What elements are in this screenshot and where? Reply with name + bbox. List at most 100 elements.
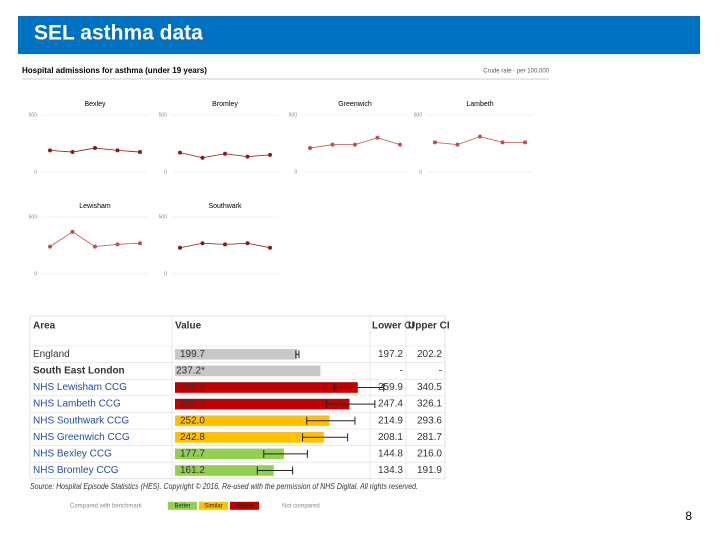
legend-label: Worse [236, 503, 254, 509]
column-header: Upper CI [408, 321, 450, 332]
y-tick-label: 0 [34, 271, 37, 277]
lower-ci: 197.2 [378, 349, 403, 360]
data-point [353, 142, 357, 147]
upper-ci: - [439, 366, 442, 377]
data-point [478, 134, 482, 139]
data-point [138, 241, 142, 246]
legend-swatch [168, 501, 197, 510]
legend-label: Better [174, 503, 190, 509]
legend-label: Similar [204, 503, 222, 509]
panel-chart-title: Bromley [212, 101, 238, 108]
value-label: 252.0 [180, 415, 205, 426]
bar [175, 465, 274, 476]
bar [175, 432, 324, 443]
data-point [138, 150, 142, 155]
y-tick-label: 500 [159, 214, 168, 220]
data-point [70, 229, 75, 234]
data-point [398, 142, 402, 147]
lower-ci: 144.8 [378, 449, 403, 460]
legend-title: Compared with benchmark [70, 503, 143, 509]
data-point [500, 140, 505, 145]
area-name: NHS Southwark CCG [33, 415, 129, 426]
data-point [223, 242, 227, 247]
lower-ci: - [400, 366, 403, 377]
panel-chart-title: Southwark [208, 203, 242, 210]
area-name: NHS Bexley CCG [33, 449, 112, 460]
y-tick-label: 0 [164, 169, 167, 175]
data-point [48, 244, 52, 249]
data-point [200, 155, 205, 160]
area-name: NHS Lewisham CCG [33, 382, 127, 393]
y-tick-label: 500 [289, 112, 298, 118]
y-tick-label: 500 [29, 214, 38, 220]
data-point [223, 151, 227, 156]
bar [175, 349, 298, 360]
value-label: 199.7 [180, 349, 205, 360]
lower-ci: 259.9 [378, 382, 403, 393]
data-point [48, 148, 52, 153]
data-point [245, 154, 250, 159]
title-bar [18, 16, 700, 54]
data-point [330, 142, 335, 147]
upper-ci: 293.6 [417, 415, 442, 426]
y-tick-label: 0 [419, 169, 422, 175]
panel-title: Hospital admissions for asthma (under 19… [22, 66, 207, 75]
lower-ci: 247.4 [378, 399, 403, 410]
data-point [268, 152, 272, 157]
data-point [433, 140, 437, 145]
area-name: NHS Bromley CCG [33, 465, 119, 476]
area-name: England [33, 349, 70, 360]
area-name: NHS Lambeth CCG [33, 399, 121, 410]
area-name: South East London [33, 366, 125, 377]
data-point [70, 150, 75, 155]
data-point [115, 242, 120, 247]
value-label: 161.2 [180, 465, 205, 476]
y-tick-label: 0 [164, 271, 167, 277]
value-label: 298.2 [180, 382, 205, 393]
bar [175, 382, 358, 393]
value-label: 242.8 [180, 432, 205, 443]
data-point [375, 135, 380, 140]
page-number: 8 [685, 509, 692, 523]
slide-title: SEL asthma data [34, 22, 203, 45]
legend-other: Not compared [282, 503, 320, 509]
y-tick-label: 500 [29, 112, 38, 118]
panel-chart-title: Lewisham [79, 203, 111, 210]
y-tick-label: 500 [414, 112, 423, 118]
lower-ci: 208.1 [378, 432, 403, 443]
y-tick-label: 0 [294, 169, 297, 175]
bar [175, 415, 330, 426]
data-line [49, 231, 141, 248]
data-point [93, 146, 97, 151]
y-tick-label: 500 [159, 112, 168, 118]
bar [175, 448, 284, 460]
legend-swatch [199, 501, 228, 510]
source-line: Source: Hospital Episode Statistics (HES… [30, 482, 418, 491]
lower-ci: 134.3 [378, 465, 403, 476]
bar [175, 398, 350, 410]
data-point [178, 150, 182, 155]
bar [175, 365, 321, 377]
lower-ci: 214.9 [378, 415, 403, 426]
area-name: NHS Greenwich CCG [33, 432, 130, 443]
source-note: Source: Hospital Episode Statistics (HES… [30, 482, 418, 491]
upper-ci: 340.5 [417, 382, 442, 393]
data-point [455, 142, 460, 147]
column-header: Area [33, 321, 56, 332]
y-tick-label: 0 [34, 169, 37, 175]
upper-ci: 191.9 [417, 465, 442, 476]
data-point [115, 148, 120, 153]
value-label: 284.7 [180, 399, 205, 410]
upper-ci: 326.1 [417, 399, 442, 410]
data-point [308, 146, 312, 151]
data-point [268, 245, 272, 250]
data-point [523, 140, 527, 145]
value-label: 237.2* [176, 366, 205, 377]
legend-swatch [230, 501, 259, 510]
upper-ci: 202.2 [417, 349, 442, 360]
data-point [200, 241, 205, 246]
panel-chart-title: Lambeth [466, 101, 493, 108]
rate-label: Crude rate - per 100,000 [483, 69, 549, 75]
